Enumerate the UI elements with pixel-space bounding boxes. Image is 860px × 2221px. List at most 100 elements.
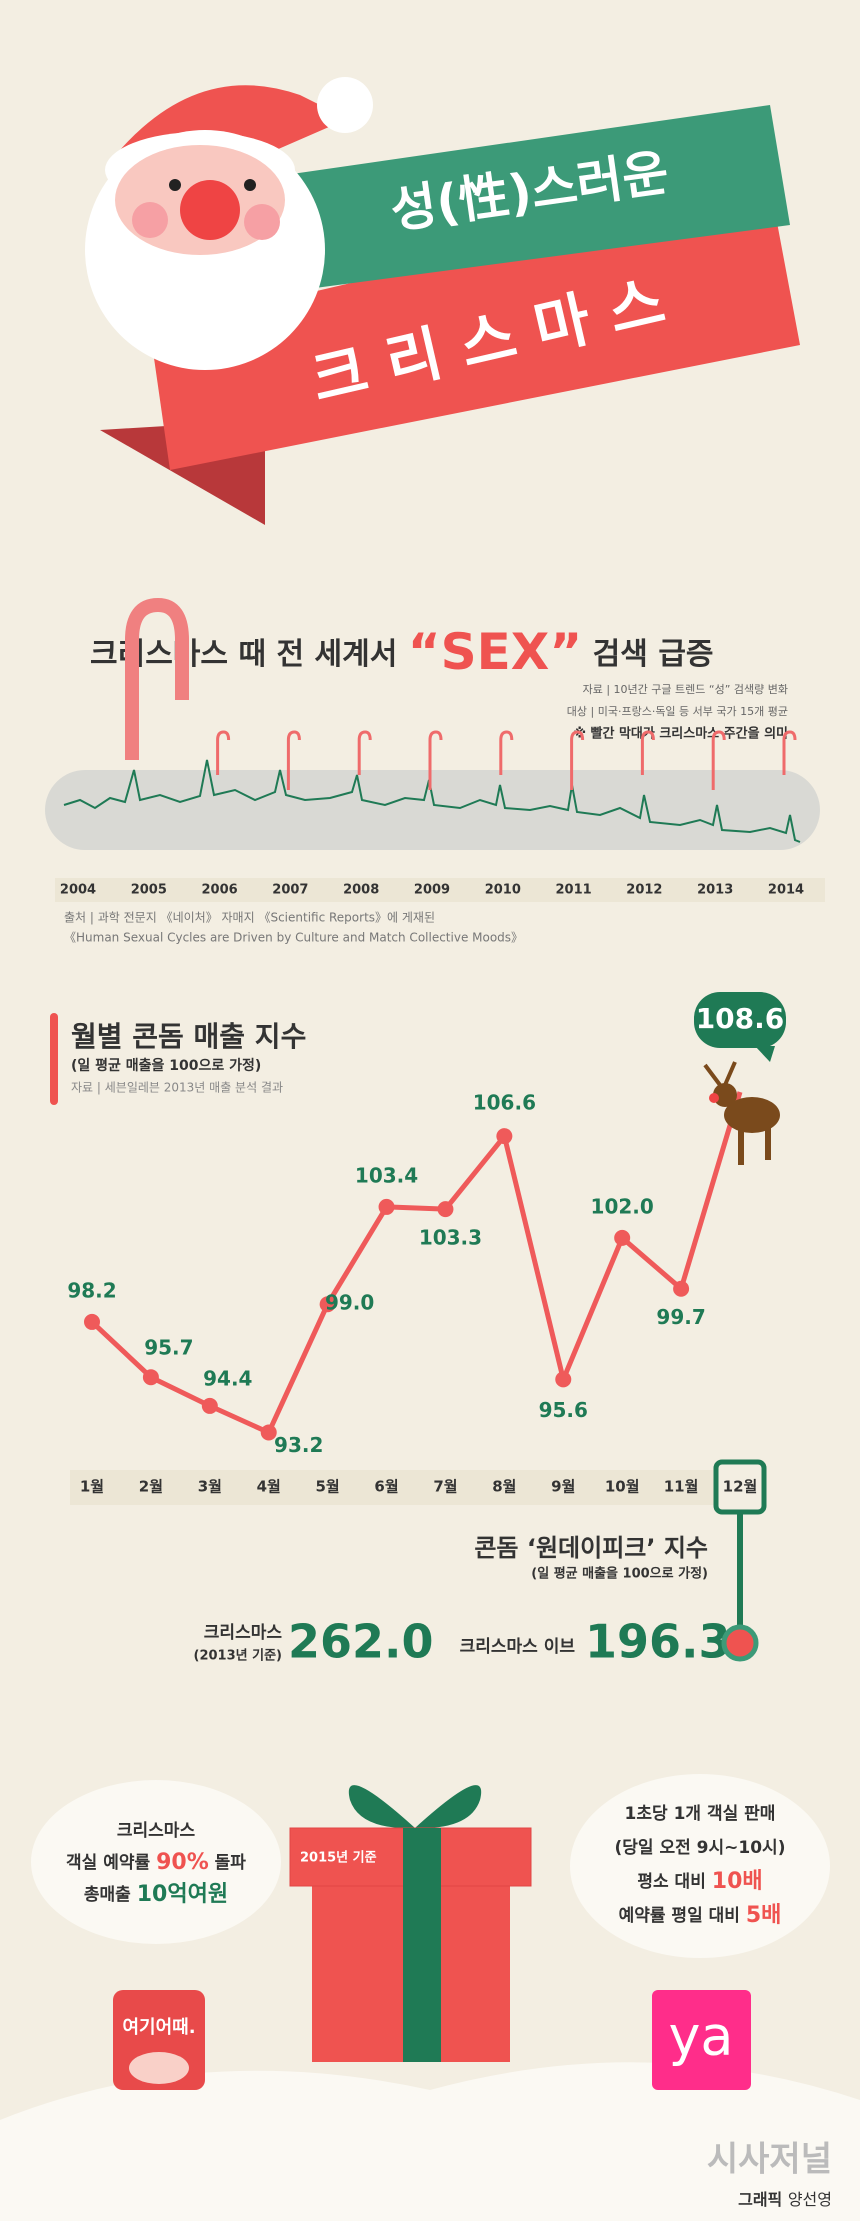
x-tick-label: 6월 — [374, 1478, 398, 1496]
reindeer-body — [724, 1097, 780, 1133]
left-bubble — [31, 1780, 281, 1944]
candy-cane-hook — [125, 597, 189, 700]
trend-note: 자료 | 10년간 구글 트렌드 “성” 검색량 변화 — [583, 683, 788, 696]
publisher: 시사저널 — [707, 2140, 832, 2180]
trend-band — [45, 770, 820, 850]
bubble-hi: 5배 — [746, 1903, 782, 1928]
eve-value: 196.3 — [585, 1615, 731, 1669]
reindeer-leg — [765, 1125, 771, 1160]
value-label: 95.6 — [539, 1398, 588, 1422]
eye — [169, 179, 181, 191]
pin-head — [721, 1624, 759, 1662]
point — [673, 1280, 690, 1297]
x-tick-label: 2월 — [139, 1478, 163, 1496]
x-tick-label: 12월 — [723, 1478, 758, 1496]
bubble-hi: 10배 — [712, 1869, 763, 1894]
point — [319, 1296, 336, 1313]
point — [437, 1201, 454, 1218]
x-tick-label: 1월 — [80, 1478, 104, 1496]
chart-title: 월별 콘돔 매출 지수 — [71, 1020, 306, 1053]
bubble-line: (당일 오전 9시~10시) — [615, 1838, 786, 1858]
line-series — [90, 1091, 743, 1435]
credit-pre: 그래픽 — [738, 2190, 788, 2209]
bubble-hi: 10억여원 — [137, 1882, 228, 1907]
peak-bubble — [694, 992, 786, 1048]
reindeer-nose — [709, 1093, 719, 1103]
chart-subtitle: (일 평균 매출을 100으로 가정) — [71, 1057, 261, 1074]
right-bubble — [570, 1774, 830, 1958]
year-label: 2010 — [485, 883, 521, 898]
gift-label: 2015년 기준 — [300, 1851, 377, 1866]
value-label: 93.2 — [274, 1433, 323, 1457]
bubble-line: 크리스마스 — [117, 1821, 196, 1841]
value-label: 99.0 — [325, 1291, 374, 1315]
cane — [428, 730, 443, 790]
month-bar — [70, 1470, 765, 1505]
year-label: 2006 — [202, 883, 238, 898]
point — [142, 1369, 159, 1386]
candy-cane — [125, 640, 139, 760]
value-label: 99.7 — [656, 1305, 705, 1329]
reindeer-head — [713, 1083, 737, 1107]
x-tick-label: 11월 — [664, 1478, 699, 1496]
cheek — [132, 202, 168, 238]
right-logo-box — [652, 1990, 751, 2090]
chart-source: 자료 | 세븐일레븐 2013년 매출 분석 결과 — [71, 1081, 283, 1095]
x-tick-label: 7월 — [433, 1478, 457, 1496]
line-chart: 98.2 1월 95.7 2월 94.4 3월 93.2 4월 99.0 5월 103.4 6월 103… — [67, 1091, 757, 1496]
year-label: 2007 — [272, 883, 308, 898]
title-accent — [50, 1013, 58, 1105]
cane — [357, 730, 372, 775]
header-art — [85, 77, 800, 525]
trend-line — [63, 759, 801, 843]
reindeer-leg — [738, 1125, 744, 1165]
credit: 그래픽 양선영 — [738, 2190, 832, 2209]
point — [496, 1128, 513, 1145]
point — [555, 1371, 572, 1388]
bubble-pre: 총매출 — [84, 1885, 137, 1905]
point — [84, 1313, 100, 1330]
value-label: 95.7 — [144, 1336, 193, 1360]
x-tick-label: 10월 — [605, 1478, 640, 1496]
year-label: 2004 — [60, 883, 96, 898]
bubble-line: 1초당 1개 객실 판매 — [625, 1804, 776, 1824]
green-banner — [285, 105, 790, 290]
trend-source: 《Human Sexual Cycles are Driven by Cultu… — [64, 931, 523, 945]
year-label: 2013 — [697, 883, 733, 898]
bubble-pre: 평소 대비 — [637, 1872, 711, 1892]
right-logo: ya — [668, 2005, 733, 2068]
left-logo: 여기어때. — [122, 2017, 195, 2038]
gift-ribbon — [403, 1828, 441, 2062]
cane — [286, 730, 301, 790]
logo-face — [129, 2052, 189, 2084]
x-tick-label: 9월 — [551, 1478, 575, 1496]
hat-pompom — [317, 77, 373, 133]
eye — [244, 179, 256, 191]
xmas-value: 262.0 — [288, 1615, 434, 1669]
value-label: 102.0 — [591, 1194, 654, 1218]
cane — [216, 730, 231, 775]
eve-label: 크리스마스 이브 — [460, 1637, 576, 1657]
bubble-pre: 크리스마스 — [117, 1821, 196, 1841]
cane — [711, 730, 726, 790]
xmas-note: (2013년 기준) — [194, 1649, 282, 1664]
point — [260, 1424, 277, 1441]
credit-name: 양선영 — [788, 2190, 832, 2209]
cane — [499, 730, 514, 775]
bubble-pre: 예약률 평일 대비 — [619, 1905, 746, 1926]
cane-markers — [216, 730, 797, 790]
peak-subtitle: (일 평균 매출을 100으로 가정) — [531, 1566, 708, 1582]
point — [378, 1198, 395, 1215]
value-label: 108.6 — [696, 1002, 785, 1035]
nose — [180, 180, 240, 240]
year-label: 2011 — [556, 883, 592, 898]
x-tick-label: 3월 — [198, 1478, 222, 1496]
trend-title-pre: 크리스마스 때 전 세계서 — [90, 637, 408, 672]
trend-title: 크리스마스 때 전 세계서 “SEX” 검색 급증 — [90, 623, 714, 681]
trend-title-hi: “SEX” — [408, 623, 582, 681]
x-tick-label: 4월 — [257, 1478, 281, 1496]
red-banner — [150, 185, 800, 470]
x-tick-label: 5월 — [316, 1478, 340, 1496]
gift — [289, 1785, 532, 2062]
